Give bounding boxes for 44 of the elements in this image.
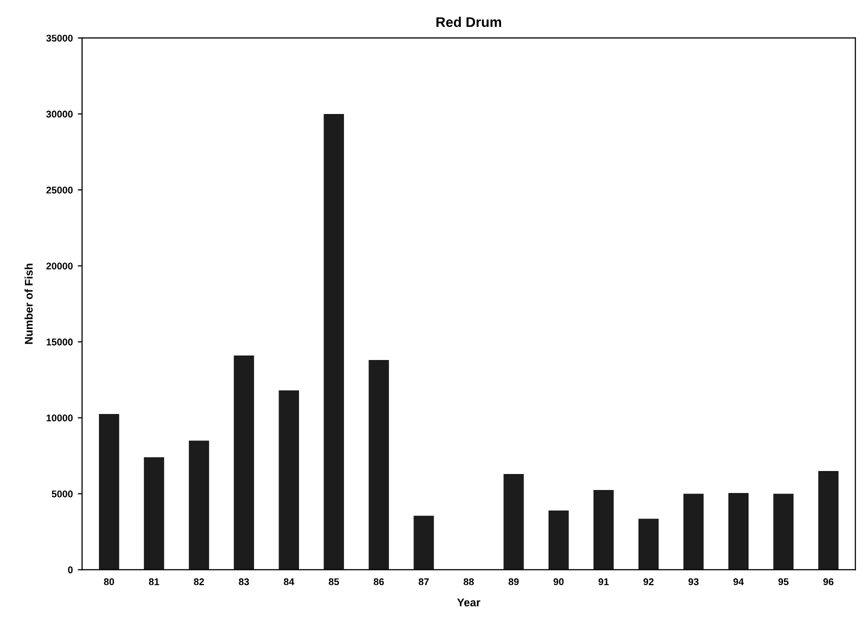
- x-axis-title: Year: [457, 598, 480, 606]
- bar: [683, 494, 704, 570]
- y-tick-label: 15000: [46, 338, 73, 346]
- x-tick-label: 82: [194, 578, 204, 586]
- bar: [144, 457, 164, 570]
- bar: [368, 360, 389, 570]
- x-tick-label: 89: [508, 578, 519, 586]
- bar: [324, 114, 344, 570]
- x-tick-label: 87: [418, 578, 429, 586]
- x-tick-label: 88: [464, 578, 474, 586]
- x-tick-label: 94: [733, 578, 744, 586]
- x-tick-label: 93: [688, 578, 699, 586]
- bar: [414, 516, 434, 570]
- y-tick-label: 5000: [52, 490, 73, 498]
- x-tick-label: 84: [284, 578, 294, 586]
- bar: [773, 494, 794, 570]
- x-tick-label: 81: [148, 578, 160, 586]
- x-tick-label: 96: [823, 578, 834, 586]
- x-tick-label: 85: [328, 578, 339, 586]
- chart-title: Red Drum: [436, 16, 502, 28]
- x-tick-label: 90: [554, 578, 564, 586]
- x-tick-label: 92: [643, 578, 654, 586]
- y-tick-label: 25000: [46, 186, 73, 194]
- bar: [278, 390, 300, 570]
- x-tick-label: 86: [374, 578, 384, 586]
- bar: [638, 518, 659, 570]
- bar: [548, 510, 569, 570]
- y-tick-label: 10000: [46, 414, 73, 422]
- bar: [728, 492, 749, 570]
- bar: [188, 440, 210, 570]
- bar: [593, 490, 614, 570]
- bar: [234, 355, 254, 570]
- bar: [98, 414, 120, 570]
- y-tick-label: 0: [68, 566, 73, 574]
- bar: [504, 474, 524, 570]
- y-tick-label: 20000: [46, 262, 73, 270]
- x-tick-label: 83: [238, 578, 249, 586]
- bar: [818, 470, 838, 570]
- x-tick-label: 91: [598, 578, 609, 586]
- y-tick-label: 35000: [46, 34, 73, 42]
- y-tick-label: 30000: [46, 110, 73, 118]
- y-axis-title: Number of Fish: [24, 264, 33, 344]
- x-tick-label: 80: [104, 578, 114, 586]
- x-tick-label: 95: [778, 578, 789, 586]
